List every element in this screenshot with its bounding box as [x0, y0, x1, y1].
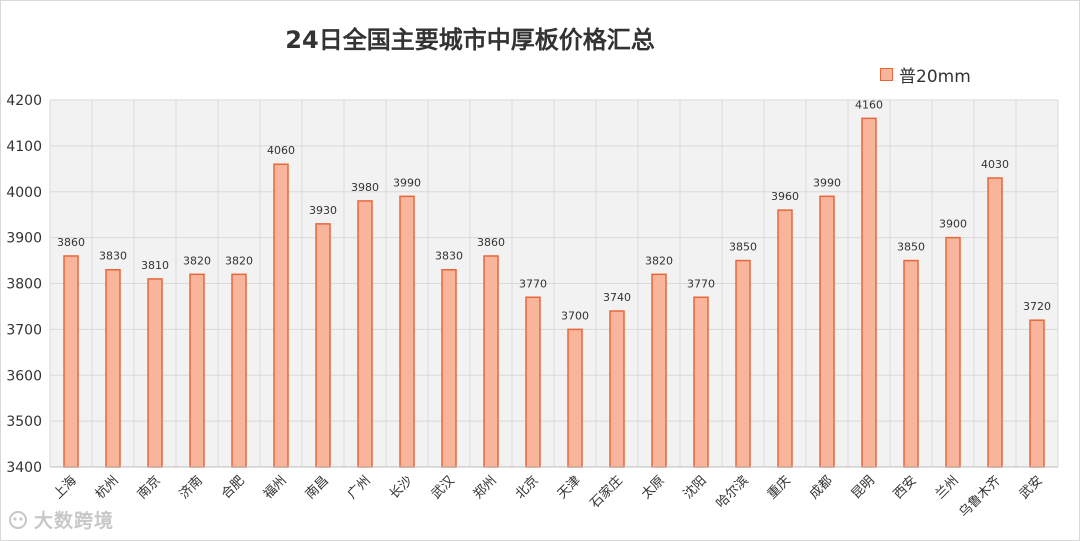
x-tick-label: 武汉	[429, 473, 458, 502]
x-tick-label: 沈阳	[681, 473, 710, 502]
data-label: 3990	[393, 176, 421, 189]
bar	[525, 296, 541, 468]
bar	[483, 255, 499, 468]
x-tick-label: 石家庄	[587, 473, 626, 512]
data-label: 3770	[519, 277, 547, 290]
y-tick-label: 4000	[6, 185, 42, 201]
x-tick-label: 上海	[51, 473, 80, 502]
x-tick-label: 乌鲁木齐	[956, 473, 1004, 521]
x-tick-label: 郑州	[471, 473, 500, 502]
x-tick-label: 兰州	[933, 473, 962, 502]
data-label: 3820	[225, 254, 253, 267]
bar	[609, 310, 625, 468]
data-label: 3860	[57, 236, 85, 249]
watermark-logo-icon	[9, 510, 27, 529]
data-label: 3740	[603, 291, 631, 304]
x-tick-label: 西安	[891, 473, 920, 502]
y-tick-label: 3800	[6, 277, 42, 293]
data-label: 3930	[309, 204, 337, 217]
x-tick-label: 南京	[134, 473, 164, 503]
bar	[567, 328, 583, 468]
bar	[1029, 319, 1045, 468]
x-tick-label: 天津	[555, 473, 584, 502]
x-tick-label: 福州	[261, 473, 290, 502]
data-label: 3720	[1023, 300, 1051, 313]
data-label: 3820	[183, 254, 211, 267]
x-tick-label: 武安	[1017, 473, 1046, 502]
watermark-text: 大数跨境	[34, 510, 115, 532]
bar	[315, 223, 331, 468]
bar	[147, 278, 163, 468]
bar	[693, 296, 709, 468]
x-tick-label: 重庆	[764, 473, 794, 503]
bar	[273, 163, 289, 468]
y-tick-label: 4100	[6, 139, 42, 155]
bar	[861, 117, 877, 468]
x-tick-label: 南昌	[302, 473, 332, 503]
x-tick-label: 成都	[807, 473, 836, 502]
x-tick-label: 太原	[639, 473, 668, 502]
x-tick-label: 广州	[345, 473, 374, 502]
x-tick-label: 长沙	[387, 473, 416, 502]
bar	[441, 268, 457, 468]
x-tick-label: 昆明	[849, 473, 878, 502]
bar	[945, 236, 961, 468]
bar	[231, 273, 247, 468]
chart-title: 24日全国主要城市中厚板价格汇总	[285, 26, 655, 54]
y-tick-label: 3700	[6, 322, 42, 338]
bar	[189, 273, 205, 468]
bar	[735, 259, 751, 468]
y-tick-label: 3900	[6, 231, 42, 247]
data-label: 4030	[981, 158, 1009, 171]
x-tick-label: 杭州	[93, 473, 122, 502]
y-tick-label: 3500	[6, 414, 42, 430]
bar	[777, 209, 793, 468]
y-tick-label: 3600	[6, 368, 42, 384]
x-tick-label: 济南	[176, 473, 206, 503]
x-tick-label: 哈尔滨	[713, 473, 752, 512]
y-tick-label: 3400	[6, 460, 42, 476]
data-label: 3820	[645, 254, 673, 267]
data-label: 3850	[897, 241, 925, 254]
data-label: 3830	[99, 250, 127, 263]
data-label: 4060	[267, 144, 295, 157]
data-label: 3960	[771, 190, 799, 203]
bar	[819, 195, 835, 468]
data-label: 3860	[477, 236, 505, 249]
bar	[987, 177, 1003, 468]
x-tick-label: 北京	[513, 473, 542, 502]
data-label: 3980	[351, 181, 379, 194]
data-label: 4160	[855, 98, 883, 111]
data-label: 3810	[141, 259, 169, 272]
bar	[903, 259, 919, 468]
data-label: 3770	[687, 277, 715, 290]
watermark: 大数跨境	[8, 506, 114, 533]
legend-swatch	[880, 68, 893, 81]
data-label: 3700	[561, 309, 589, 322]
legend: 普20mm	[880, 62, 971, 87]
data-label: 3830	[435, 250, 463, 263]
bar	[105, 268, 121, 468]
bar	[63, 255, 79, 468]
bar	[357, 200, 373, 468]
data-label: 3850	[729, 241, 757, 254]
data-label: 3900	[939, 218, 967, 231]
bar	[651, 273, 667, 468]
bar	[399, 195, 415, 468]
x-tick-label: 合肥	[219, 473, 248, 502]
legend-label: 普20mm	[899, 67, 971, 87]
y-tick-label: 4200	[6, 93, 42, 109]
data-label: 3990	[813, 176, 841, 189]
